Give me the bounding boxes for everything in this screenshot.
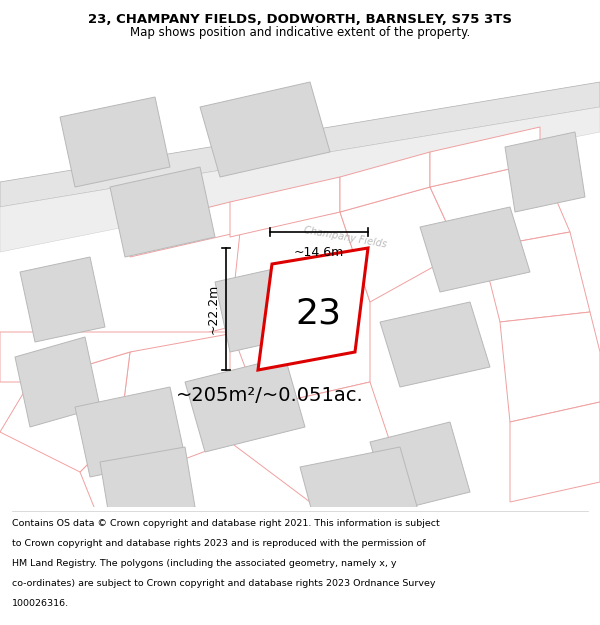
Polygon shape [340, 152, 430, 212]
Polygon shape [510, 402, 600, 502]
Text: Contains OS data © Crown copyright and database right 2021. This information is : Contains OS data © Crown copyright and d… [12, 519, 440, 528]
Polygon shape [75, 387, 185, 477]
Polygon shape [0, 352, 130, 472]
Polygon shape [258, 248, 368, 370]
Polygon shape [230, 177, 340, 237]
Polygon shape [380, 302, 490, 387]
Polygon shape [100, 447, 195, 522]
Text: co-ordinates) are subject to Crown copyright and database rights 2023 Ordnance S: co-ordinates) are subject to Crown copyr… [12, 579, 436, 588]
Polygon shape [185, 357, 305, 452]
Polygon shape [340, 187, 460, 302]
Polygon shape [200, 82, 330, 177]
Polygon shape [500, 312, 600, 422]
Text: ~205m²/~0.051ac.: ~205m²/~0.051ac. [176, 386, 364, 405]
Polygon shape [0, 332, 240, 382]
Polygon shape [80, 432, 150, 522]
Polygon shape [420, 207, 530, 292]
Text: HM Land Registry. The polygons (including the associated geometry, namely x, y: HM Land Registry. The polygons (includin… [12, 559, 397, 568]
Polygon shape [230, 212, 370, 407]
Text: to Crown copyright and database rights 2023 and is reproduced with the permissio: to Crown copyright and database rights 2… [12, 539, 425, 548]
Polygon shape [15, 337, 100, 427]
Polygon shape [300, 447, 420, 542]
Polygon shape [505, 132, 585, 212]
Polygon shape [120, 327, 230, 472]
Polygon shape [370, 422, 470, 512]
Polygon shape [130, 202, 240, 257]
Text: ~22.2m: ~22.2m [207, 284, 220, 334]
Text: 23: 23 [295, 297, 341, 331]
Text: Map shows position and indicative extent of the property.: Map shows position and indicative extent… [130, 26, 470, 39]
Polygon shape [0, 82, 600, 207]
Text: 100026316.: 100026316. [12, 599, 69, 608]
Polygon shape [110, 167, 215, 257]
Polygon shape [60, 97, 170, 187]
Text: Champany Fields: Champany Fields [303, 225, 387, 249]
Text: ~14.6m: ~14.6m [294, 246, 344, 259]
Text: 23, CHAMPANY FIELDS, DODWORTH, BARNSLEY, S75 3TS: 23, CHAMPANY FIELDS, DODWORTH, BARNSLEY,… [88, 13, 512, 26]
Polygon shape [460, 232, 590, 322]
Polygon shape [430, 127, 540, 187]
Polygon shape [230, 382, 400, 502]
Polygon shape [0, 107, 600, 252]
Polygon shape [20, 257, 105, 342]
Polygon shape [430, 162, 570, 252]
Polygon shape [215, 262, 320, 352]
